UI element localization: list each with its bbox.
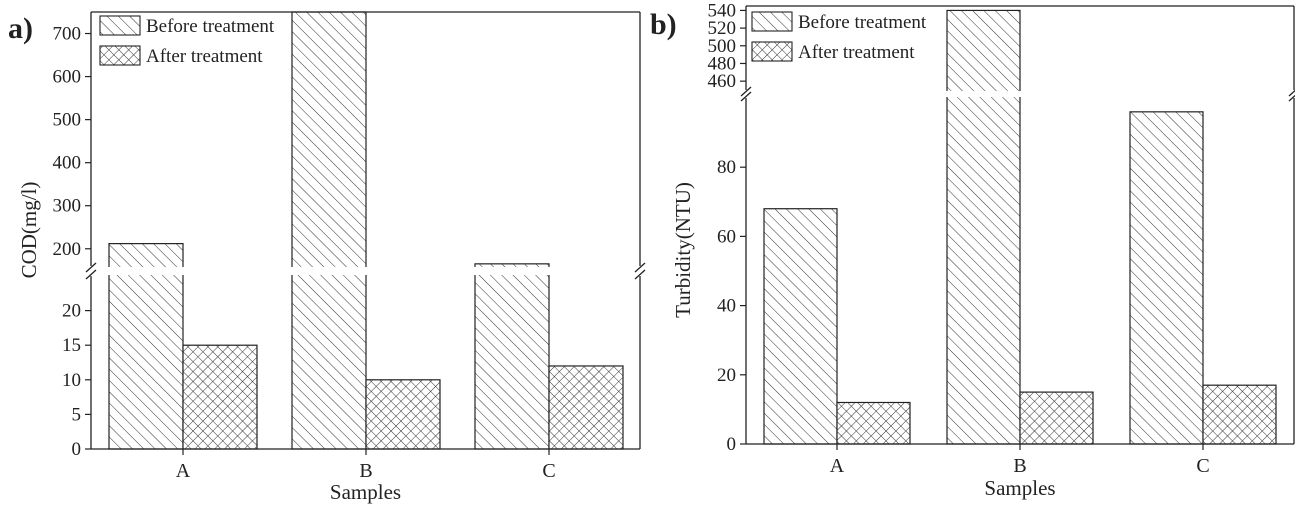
bar-before-C (474, 263, 550, 450)
y-tick-label: 80 (717, 157, 736, 178)
y-axis-label: Turbidity(NTU) (671, 182, 695, 318)
y-tick-label: 0 (727, 434, 737, 455)
axis-break-mark (740, 86, 752, 97)
x-axis-label: Samples (984, 476, 1055, 500)
axis-break-mark (1288, 89, 1295, 97)
y-tick-label: 60 (717, 226, 736, 247)
y-tick-label: 540 (708, 0, 737, 21)
axis-break-mark (740, 91, 752, 102)
bar-after-C (1202, 384, 1277, 445)
axis-break-gap (87, 267, 644, 275)
y-tick-label: 500 (53, 110, 82, 131)
y-tick-label: 5 (72, 404, 82, 425)
x-tick-label: A (176, 460, 191, 482)
legend-label-after: After treatment (798, 42, 915, 63)
y-axis-label: COD(mg/l) (17, 182, 41, 279)
bar-after-A (182, 344, 258, 450)
bar-before-A (763, 208, 838, 445)
legend-label-after: After treatment (146, 46, 263, 67)
x-tick-label: B (359, 460, 372, 482)
y-tick-label: 40 (717, 296, 736, 317)
y-tick-label: 400 (53, 153, 82, 174)
axis-break-mark (634, 269, 646, 280)
x-tick-label: C (542, 460, 555, 482)
y-tick-label: 20 (62, 301, 81, 322)
legend-swatch-before (751, 11, 793, 32)
y-tick-label: 480 (708, 53, 737, 74)
y-tick-label: 0 (72, 439, 82, 460)
bar-before-A (108, 243, 184, 450)
panel-a: a) 0 5 10 15 20 200 300 400 500 600 700 A B C Samples CO… (8, 11, 646, 504)
x-tick-label: B (1013, 455, 1026, 477)
y-tick-label: 460 (708, 71, 737, 92)
y-tick-label: 700 (53, 24, 82, 45)
bar-before-B (291, 11, 367, 450)
y-tick-label: 20 (717, 365, 736, 386)
y-tick-label: 500 (708, 36, 737, 57)
axis-break-mark (634, 262, 646, 273)
x-axis-label: Samples (330, 480, 401, 504)
axis-break-mark (85, 269, 97, 280)
x-tick-label: C (1196, 455, 1209, 477)
y-tick-label: 300 (53, 196, 82, 217)
y-tick-label: 520 (708, 18, 737, 39)
y-tick-label: 200 (53, 239, 82, 260)
panel-label: a) (8, 12, 33, 45)
bar-after-C (548, 365, 624, 450)
y-tick-label: 600 (53, 67, 82, 88)
y-tick-label: 15 (62, 335, 81, 356)
panel-label: b) (650, 8, 677, 41)
bar-after-B (1019, 391, 1094, 445)
bar-after-B (365, 379, 441, 450)
axis-break-gap (742, 91, 1295, 97)
legend-swatch-after (751, 41, 793, 62)
axis-break-mark (1288, 94, 1295, 102)
legend-label-before: Before treatment (146, 16, 275, 37)
bar-after-A (836, 401, 911, 445)
axis-break-mark (85, 262, 97, 273)
legend-swatch-after (99, 45, 141, 66)
legend-swatch-before (99, 15, 141, 36)
y-tick-label: 10 (62, 370, 81, 391)
legend-label-before: Before treatment (798, 12, 927, 33)
x-tick-label: A (830, 455, 845, 477)
bar-before-C (1129, 111, 1204, 445)
bar-before-B (946, 9, 1021, 445)
